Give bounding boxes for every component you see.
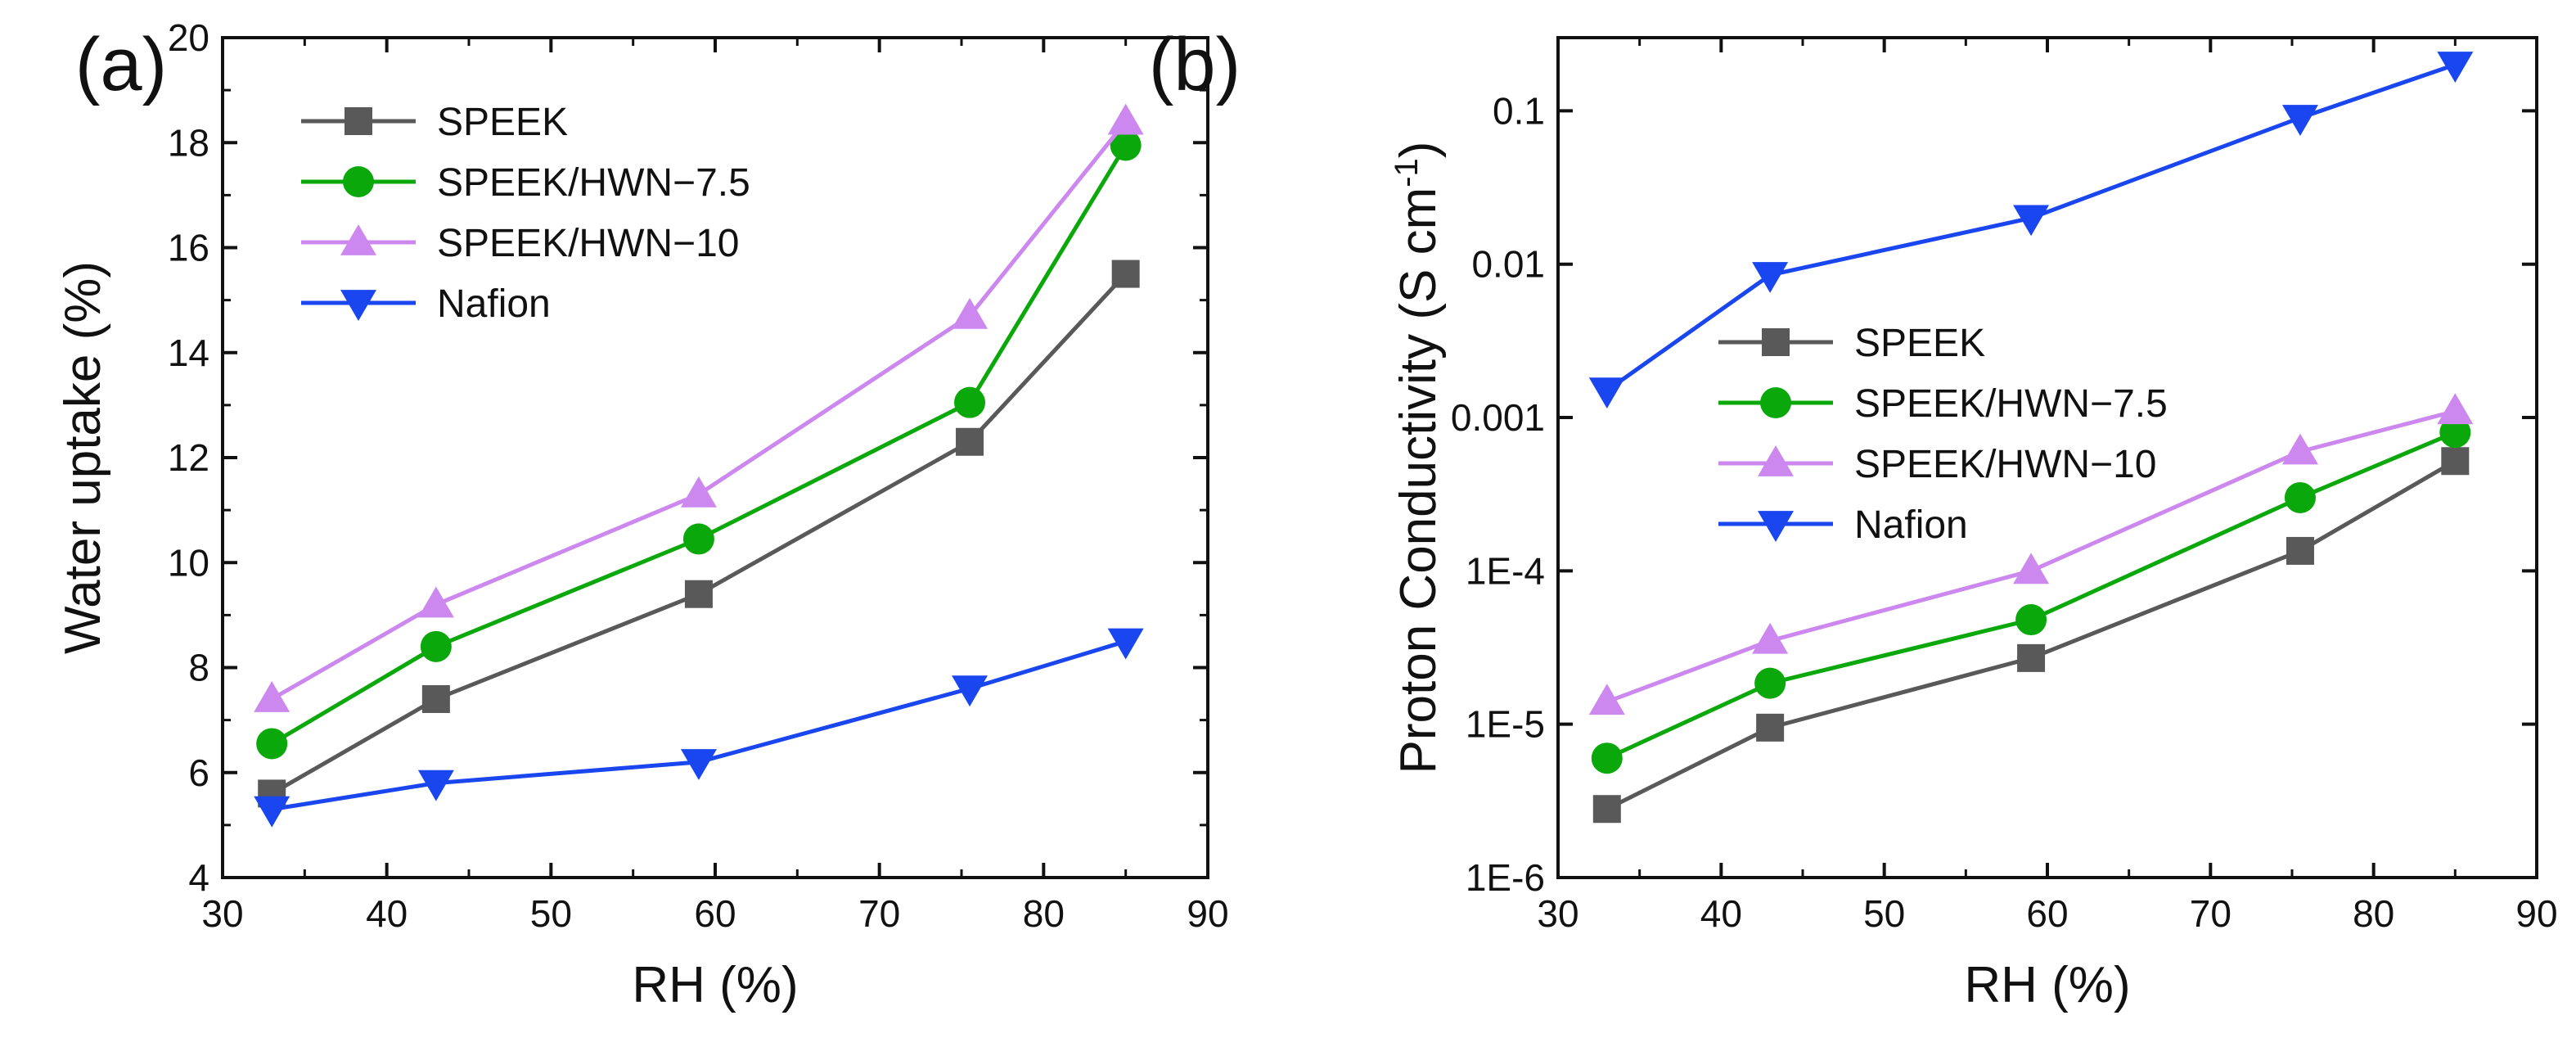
data-point-2-1	[417, 586, 454, 618]
data-point-1-0	[1591, 742, 1623, 774]
panel-b: 30 40 50 60 70 80 90 1E-6 1E-5 1E-4 0.001 0.01 0.1 RH…	[1149, 23, 2558, 1013]
data-point-2-0	[254, 680, 290, 712]
y-tick-label: 4	[188, 856, 209, 899]
data-point-1-1	[1754, 667, 1786, 699]
data-point-0-4	[2441, 447, 2470, 476]
data-point-0-0	[1592, 795, 1621, 824]
y-tick-label: 10	[168, 541, 209, 584]
data-point-0-3	[956, 427, 984, 456]
panel-label: (a)	[75, 23, 167, 106]
legend-marker	[1758, 445, 1794, 476]
y-tick-label: 18	[168, 121, 209, 164]
data-point-2-2	[2013, 553, 2050, 584]
y-axis-title: Water uptake (%)	[55, 261, 111, 654]
legend-marker	[1762, 328, 1790, 356]
y-tick-label: 0.01	[1471, 243, 1545, 286]
y-axis-title: Proton Conductivity (S cm-1)	[1389, 142, 1447, 774]
y-tick-label: 1E-5	[1466, 703, 1545, 746]
data-point-0-1	[421, 684, 450, 713]
x-tick-label: 70	[858, 892, 900, 935]
y-axis-title-main: Water uptake (%)	[55, 261, 111, 654]
legend-marker	[340, 290, 376, 321]
data-point-1-1	[420, 630, 452, 662]
data-point-0-4	[1111, 260, 1140, 288]
data-point-3-4	[2437, 52, 2474, 83]
x-tick-label: 80	[1023, 892, 1065, 935]
y-tick-label: 20	[168, 16, 209, 59]
y-axis-title-superscript: -1	[1389, 158, 1425, 187]
data-point-3-1	[1752, 262, 1789, 293]
y-tick-label: 0.001	[1451, 396, 1545, 439]
x-tick-label: 60	[694, 892, 736, 935]
data-point-3-0	[1588, 377, 1625, 409]
legend-marker	[1758, 511, 1794, 542]
legend-label: SPEEK/HWN−10	[1854, 443, 2156, 486]
panel-label: (b)	[1149, 23, 1241, 106]
y-tick-label: 8	[188, 647, 209, 689]
legend-label: SPEEK/HWN−10	[437, 222, 739, 265]
legend-label: SPEEK	[1854, 322, 1985, 365]
legend-label: Nafion	[437, 282, 551, 326]
legend-label: SPEEK	[437, 101, 568, 144]
data-point-1-4	[1110, 129, 1142, 161]
legend-label: SPEEK/HWN−7.5	[1854, 382, 2168, 426]
data-point-2-4	[1107, 103, 1144, 135]
y-tick-label: 16	[168, 227, 209, 269]
data-point-0-2	[684, 580, 713, 608]
data-point-3-2	[2013, 205, 2050, 237]
legend-label: SPEEK/HWN−7.5	[437, 161, 750, 205]
data-point-2-2	[680, 476, 717, 508]
data-point-2-3	[2281, 433, 2318, 465]
data-point-3-2	[680, 749, 717, 780]
legend-marker	[1760, 387, 1791, 418]
x-tick-label: 30	[1537, 892, 1578, 935]
x-tick-label: 50	[1863, 892, 1905, 935]
panel-a: 30 40 50 60 70 80 90 4 6 8 10 12 14 16 18 20 RH (%) Water…	[55, 16, 1229, 1013]
data-point-1-4	[2439, 417, 2471, 449]
data-point-2-4	[2437, 393, 2474, 425]
data-point-3-4	[1107, 628, 1144, 660]
data-point-2-0	[1588, 684, 1625, 715]
data-point-2-1	[1752, 622, 1789, 654]
data-point-0-2	[2017, 643, 2046, 672]
x-tick-label: 90	[1187, 892, 1228, 935]
data-point-1-3	[954, 386, 986, 418]
data-point-1-0	[256, 728, 288, 760]
y-tick-label: 1E-6	[1466, 856, 1545, 899]
x-tick-label: 60	[2026, 892, 2068, 935]
x-axis-title: RH (%)	[632, 957, 798, 1013]
y-tick-label: 14	[168, 332, 209, 374]
legend-marker	[345, 107, 372, 135]
y-axis-title-main: Proton Conductivity (S cm	[1390, 187, 1447, 774]
data-point-3-3	[2281, 105, 2318, 136]
x-tick-label: 30	[201, 892, 243, 935]
data-point-1-3	[2284, 481, 2316, 513]
data-point-3-3	[952, 675, 989, 707]
data-point-1-2	[682, 523, 714, 555]
data-point-0-3	[2286, 536, 2314, 565]
data-point-2-3	[952, 297, 989, 329]
legend-marker	[340, 224, 376, 255]
x-tick-label: 90	[2515, 892, 2557, 935]
y-axis-title-suffix: )	[1390, 142, 1447, 159]
x-tick-label: 40	[1700, 892, 1742, 935]
data-point-0-1	[1756, 713, 1785, 742]
y-tick-label: 1E-4	[1466, 549, 1545, 592]
x-tick-label: 40	[366, 892, 408, 935]
x-tick-label: 80	[2353, 892, 2394, 935]
legend-label: Nafion	[1854, 503, 1968, 547]
data-point-3-0	[254, 796, 290, 828]
x-tick-label: 50	[530, 892, 572, 935]
y-tick-label: 12	[168, 436, 209, 479]
y-tick-label: 6	[188, 751, 209, 794]
legend-marker	[343, 166, 374, 197]
x-axis-title: RH (%)	[1964, 957, 2130, 1013]
y-tick-label: 0.1	[1493, 89, 1545, 132]
data-point-3-1	[417, 769, 454, 801]
data-point-1-2	[2015, 604, 2047, 636]
x-tick-label: 70	[2190, 892, 2231, 935]
